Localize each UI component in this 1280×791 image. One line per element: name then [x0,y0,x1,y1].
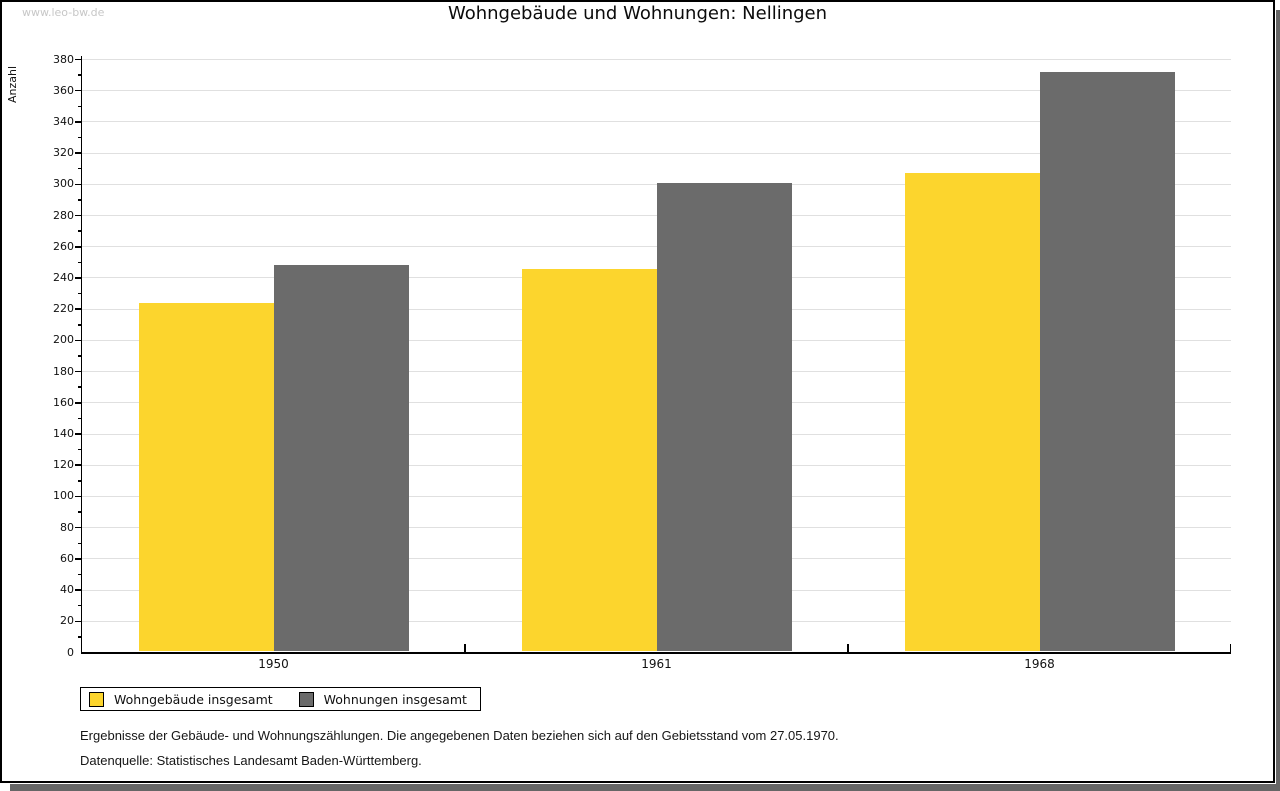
y-major-tick [75,183,82,186]
y-tick-label: 300 [53,177,74,191]
y-tick-label: 100 [53,489,74,503]
y-major-tick [75,526,82,529]
y-minor-tick [78,105,82,108]
y-tick-label: 20 [60,614,74,628]
legend-swatch-wohnungen-icon [298,691,314,707]
legend-item-wohnungen: Wohnungen insgesamt [298,691,467,707]
y-tick-label: 180 [53,364,74,378]
y-tick-label: 320 [53,146,74,160]
y-tick-label: 360 [53,83,74,97]
y-major-tick [75,277,82,279]
x-tick-label: 1968 [1024,656,1055,671]
legend-swatch-wohngebaeude-icon [89,691,104,707]
y-axis-line [80,56,82,653]
y-major-tick [75,370,82,373]
category-boundary-tick [464,644,466,652]
y-minor-tick [78,324,82,326]
y-tick-label: 260 [53,239,74,253]
y-tick-label: 80 [60,520,74,534]
y-major-tick [75,89,82,92]
y-minor-tick [78,199,82,201]
footnote-source-note: Ergebnisse der Gebäude- und Wohnungszähl… [80,728,839,743]
frame-shadow-right [1276,10,1280,791]
y-minor-tick [78,292,82,295]
legend-label-wohnungen: Wohnungen insgesamt [323,691,467,707]
bar-1950-wohngebaeude [138,302,274,652]
x-tick-label: 1961 [641,656,672,671]
y-gridline [82,59,1231,60]
y-major-tick [75,214,82,217]
y-tick-label: 240 [53,270,74,284]
y-major-tick [75,402,82,404]
x-axis-end-cap [1229,644,1231,652]
y-minor-tick [78,480,82,482]
y-tick-label: 140 [53,427,74,441]
category-boundary-tick [847,644,849,652]
y-tick-label: 340 [53,114,74,128]
y-tick-label: 380 [53,52,74,66]
y-minor-tick [78,74,82,76]
bar-1961-wohnungen [656,182,792,652]
y-minor-tick [78,573,82,576]
watermark: www.leo-bw.de [22,6,105,19]
y-minor-tick [78,448,82,451]
y-minor-tick [78,604,82,607]
y-major-tick [75,495,82,498]
x-axis-line [80,652,1231,654]
bar-1968-wohnungen [1039,71,1175,652]
bar-1968-wohngebaeude [904,173,1040,652]
y-minor-tick [78,261,82,264]
y-major-tick [75,121,82,123]
y-minor-tick [78,511,82,513]
y-gridline [82,121,1231,123]
chart-title: Wohngebäude und Wohnungen: Nellingen [447,3,828,24]
bar-1950-wohnungen [273,265,409,652]
y-minor-tick [78,136,82,139]
y-minor-tick [78,230,82,232]
y-tick-label: 60 [60,551,74,565]
y-minor-tick [78,355,82,357]
x-tick-label: 1950 [258,656,289,671]
footnote-data-source: Datenquelle: Statistisches Landesamt Bad… [80,753,422,768]
y-tick-label: 120 [53,458,74,472]
y-tick-label: 220 [53,302,74,316]
legend-label-wohngebaeude: Wohngebäude insgesamt [114,691,273,707]
y-major-tick [75,246,82,248]
y-minor-tick [78,386,82,388]
y-tick-label: 200 [53,333,74,347]
y-minor-tick [78,542,82,544]
y-tick-label: 40 [60,583,74,597]
bar-1961-wohngebaeude [521,268,657,652]
y-tick-label: 160 [53,395,74,409]
y-major-tick [75,339,82,342]
y-tick-label: 0 [67,645,74,659]
y-major-tick [75,589,82,591]
y-major-tick [75,620,82,623]
y-gridline [82,152,1231,154]
y-major-tick [75,152,82,154]
y-major-tick [75,433,82,435]
y-tick-label: 280 [53,208,74,222]
frame-shadow-bottom [10,784,1280,791]
y-minor-tick [78,167,82,170]
legend-item-wohngebaeude: Wohngebäude insgesamt [89,691,273,707]
y-major-tick [75,308,82,310]
y-major-tick [75,58,82,61]
y-gridline [82,90,1231,92]
y-minor-tick [78,417,82,420]
y-major-tick [75,558,82,560]
y-major-tick [75,464,82,466]
legend: Wohngebäude insgesamt Wohnungen insgesam… [80,687,481,711]
y-minor-tick [78,636,82,638]
